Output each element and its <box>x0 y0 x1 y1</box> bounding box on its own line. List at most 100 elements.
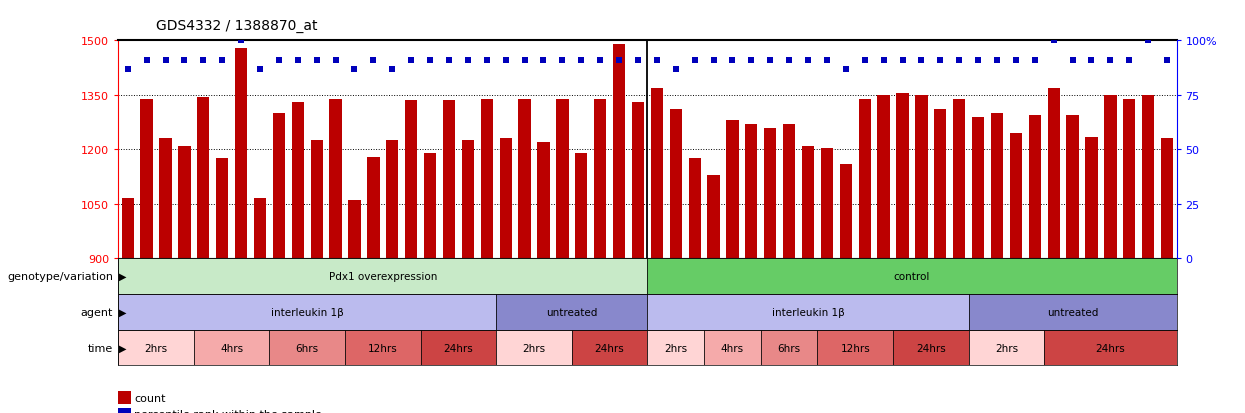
Text: percentile rank within the sample: percentile rank within the sample <box>134 409 322 413</box>
Bar <box>273 114 285 413</box>
Bar <box>761 330 818 366</box>
Bar <box>118 259 647 294</box>
Bar <box>538 143 549 413</box>
Bar <box>915 96 928 413</box>
Bar <box>194 330 269 366</box>
Bar <box>1123 99 1135 413</box>
Bar <box>688 159 701 413</box>
Bar <box>1028 116 1041 413</box>
Bar <box>802 146 814 413</box>
Bar <box>1010 134 1022 413</box>
Text: untreated: untreated <box>547 307 598 317</box>
Text: ▶: ▶ <box>120 343 127 353</box>
Text: 24hrs: 24hrs <box>1096 343 1125 353</box>
Bar <box>575 154 588 413</box>
Bar <box>1047 88 1059 413</box>
Bar <box>349 201 361 413</box>
Text: 4hrs: 4hrs <box>220 343 243 353</box>
Bar <box>443 101 456 413</box>
Text: 2hrs: 2hrs <box>523 343 545 353</box>
Text: interleukin 1β: interleukin 1β <box>271 307 344 317</box>
Bar <box>818 330 893 366</box>
Text: 12hrs: 12hrs <box>840 343 870 353</box>
Text: agent: agent <box>81 307 113 317</box>
Bar <box>1160 139 1173 413</box>
Bar <box>631 103 644 413</box>
Bar <box>1086 138 1098 413</box>
Bar <box>705 330 761 366</box>
Bar <box>726 121 738 413</box>
Text: 12hrs: 12hrs <box>369 343 397 353</box>
Bar <box>310 141 322 413</box>
Bar <box>497 330 571 366</box>
Bar <box>421 330 497 366</box>
Bar <box>707 176 720 413</box>
Text: 6hrs: 6hrs <box>295 343 319 353</box>
Bar <box>969 294 1177 330</box>
Text: 4hrs: 4hrs <box>721 343 745 353</box>
Bar <box>217 159 228 413</box>
Text: ▶: ▶ <box>120 307 127 317</box>
Text: 2hrs: 2hrs <box>995 343 1018 353</box>
Bar <box>330 99 341 413</box>
Bar <box>1142 96 1154 413</box>
Bar <box>291 103 304 413</box>
Bar <box>118 330 194 366</box>
Bar <box>235 49 248 413</box>
Text: 24hrs: 24hrs <box>916 343 946 353</box>
Text: control: control <box>894 272 930 282</box>
Bar <box>783 125 796 413</box>
Bar <box>254 199 266 413</box>
Text: interleukin 1β: interleukin 1β <box>772 307 844 317</box>
Bar <box>518 99 530 413</box>
Bar <box>859 99 870 413</box>
Bar <box>141 99 153 413</box>
Text: 2hrs: 2hrs <box>664 343 687 353</box>
Bar <box>969 330 1045 366</box>
Text: 24hrs: 24hrs <box>443 343 473 353</box>
Bar <box>670 110 682 413</box>
Bar <box>159 139 172 413</box>
Bar <box>1104 96 1117 413</box>
Bar <box>1045 330 1177 366</box>
Bar <box>405 101 417 413</box>
Text: time: time <box>87 343 113 353</box>
Text: count: count <box>134 393 166 403</box>
Bar <box>896 94 909 413</box>
Text: untreated: untreated <box>1047 307 1098 317</box>
Bar <box>991 114 1003 413</box>
Bar <box>613 45 625 413</box>
Text: GDS4332 / 1388870_at: GDS4332 / 1388870_at <box>156 19 317 33</box>
Bar <box>1067 116 1078 413</box>
Text: 24hrs: 24hrs <box>595 343 625 353</box>
Bar <box>499 139 512 413</box>
Bar <box>481 99 493 413</box>
Bar <box>269 330 345 366</box>
Bar <box>893 330 969 366</box>
Bar <box>178 146 190 413</box>
Bar <box>972 117 985 413</box>
Bar <box>197 97 209 413</box>
Bar <box>557 99 569 413</box>
Bar <box>594 99 606 413</box>
Bar <box>934 110 946 413</box>
Bar <box>571 330 647 366</box>
Bar <box>367 157 380 413</box>
Text: 6hrs: 6hrs <box>778 343 801 353</box>
Bar <box>386 141 398 413</box>
Text: genotype/variation: genotype/variation <box>7 272 113 282</box>
Bar <box>746 125 757 413</box>
Bar <box>462 141 474 413</box>
Bar <box>122 199 134 413</box>
Bar <box>651 88 664 413</box>
Bar <box>878 96 890 413</box>
Bar <box>764 128 777 413</box>
Bar <box>820 148 833 413</box>
Bar <box>425 154 436 413</box>
Bar <box>118 294 497 330</box>
Bar <box>647 330 705 366</box>
Bar <box>345 330 421 366</box>
Bar <box>497 294 647 330</box>
Bar <box>839 164 852 413</box>
Bar <box>647 259 1177 294</box>
